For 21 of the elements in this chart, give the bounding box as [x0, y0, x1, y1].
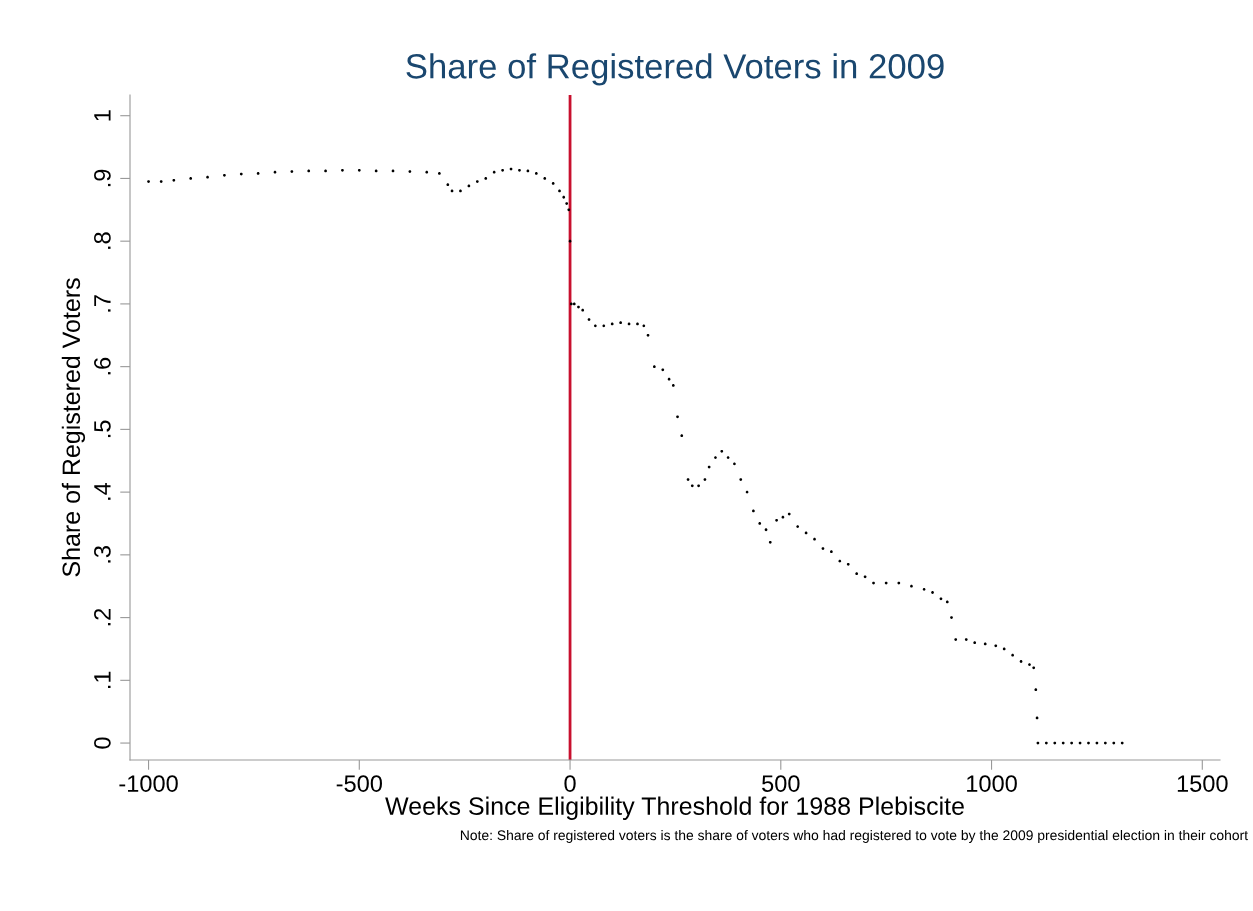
y-tick-label: 0	[94, 737, 111, 749]
y-tick-label: .9	[94, 169, 111, 187]
y-tick-label: .6	[94, 357, 111, 375]
y-tick-label: .8	[94, 232, 111, 249]
y-tick-label: .7	[94, 295, 111, 312]
text: Note: Share of registered voters is the share of voters who had registered to vote by the 2009 presidential election in their cohort	[460, 830, 1248, 843]
x-tick-label: 0	[564, 775, 576, 792]
y-tick-label: .4	[94, 482, 111, 500]
x-tick-label: -500	[336, 775, 382, 792]
x-axis-title: Weeks Since Eligibility Threshold for 1988 Plebiscite	[385, 796, 964, 820]
chart-title: Share of Registered Voters in 2009	[406, 53, 944, 86]
x-tick-label: 1000	[967, 775, 1017, 792]
x-tick-label: 500	[762, 775, 800, 792]
y-axis-title: Share of Registered Voters	[61, 278, 86, 577]
y-tick-label: .5	[94, 420, 111, 438]
y-tick-label: .2	[94, 608, 111, 626]
y-tick-label: .3	[94, 546, 111, 563]
x-tick-label: -1000	[119, 775, 178, 792]
y-tick-label: .1	[94, 671, 111, 689]
x-tick-label: 1500	[1177, 775, 1228, 792]
y-tick-label: 1	[94, 110, 111, 121]
